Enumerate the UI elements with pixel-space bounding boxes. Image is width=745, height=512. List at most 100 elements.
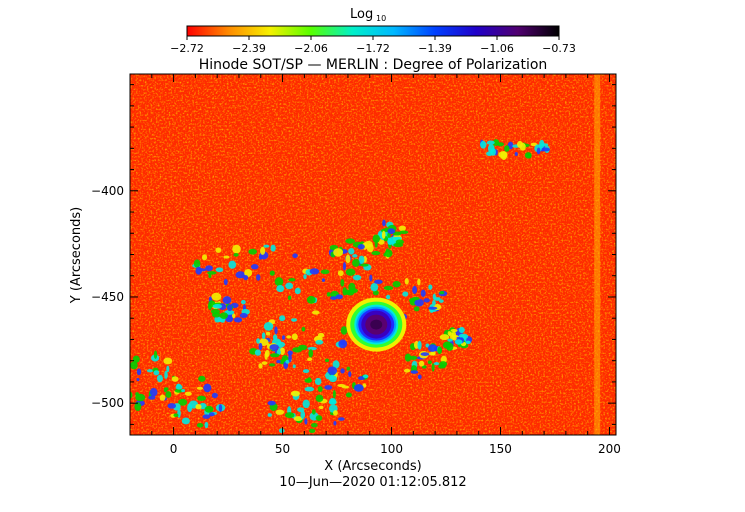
- polarization-patch: [204, 405, 214, 413]
- polarization-patch: [315, 415, 323, 421]
- polarization-patch: [372, 234, 381, 243]
- polarization-patch: [320, 269, 330, 275]
- polarization-patch: [269, 353, 280, 358]
- polarization-patch: [276, 360, 281, 364]
- polarization-patch: [409, 355, 418, 360]
- polarization-patch: [287, 295, 292, 301]
- polarization-patch: [333, 248, 344, 257]
- polarization-patch: [281, 335, 286, 340]
- x-tick-label: 200: [598, 442, 621, 456]
- polarization-patch: [285, 282, 294, 290]
- polarization-patch: [215, 267, 224, 273]
- polarization-patch: [291, 391, 300, 397]
- polarization-patch: [359, 263, 369, 267]
- polarization-patch: [421, 365, 427, 369]
- polarization-patch: [198, 375, 206, 382]
- polarization-patch: [292, 364, 296, 369]
- polarization-patch: [417, 374, 422, 380]
- polarization-patch: [439, 334, 450, 341]
- polarization-patch: [342, 287, 348, 296]
- polarization-patch: [300, 410, 306, 419]
- polarization-patch: [279, 347, 285, 356]
- polarization-patch: [285, 359, 290, 364]
- polarization-patch: [214, 316, 221, 323]
- polarization-patch: [193, 259, 201, 268]
- polarization-patch: [165, 391, 172, 398]
- polarization-patch: [256, 274, 261, 281]
- polarization-patch: [304, 378, 313, 383]
- polarization-patch: [371, 250, 381, 256]
- polarization-patch: [302, 399, 310, 409]
- polarization-patch: [385, 294, 391, 300]
- colorbar-ticks: −2.72 −2.39 −2.06 −1.72 −1.39 −1.06 −0.73: [170, 36, 576, 55]
- polarization-patch: [402, 291, 409, 297]
- y-tick-label: −500: [91, 396, 124, 410]
- polarization-patch: [181, 417, 190, 425]
- polarization-patch: [428, 306, 438, 310]
- polarization-patch: [414, 298, 424, 307]
- polarization-patch: [335, 294, 343, 300]
- polarization-patch: [437, 346, 443, 355]
- polarization-patch: [293, 416, 303, 422]
- polarization-patch: [420, 289, 426, 297]
- polarization-patch: [256, 338, 260, 344]
- polarization-patch: [276, 285, 285, 293]
- polarization-patch: [314, 377, 322, 386]
- colorbar-tick-label: −1.06: [480, 42, 514, 55]
- polarization-patch: [291, 318, 298, 322]
- polarization-patch: [340, 326, 348, 335]
- polarization-patch: [420, 352, 430, 356]
- polarization-patch: [398, 225, 406, 232]
- polarization-patch: [448, 332, 454, 337]
- y-axis: −400 −450 −500: [91, 84, 616, 425]
- polarization-patch: [404, 353, 412, 362]
- polarization-patch: [348, 282, 356, 292]
- polarization-patch: [261, 361, 268, 365]
- polarization-patch: [278, 428, 285, 434]
- polarization-patch: [514, 152, 518, 156]
- polarization-patch: [345, 254, 351, 264]
- polarization-patch: [258, 255, 263, 260]
- polarization-patch: [301, 326, 306, 332]
- polarization-patch: [394, 236, 402, 240]
- polarization-patch: [261, 332, 266, 340]
- polarization-patch: [275, 409, 285, 415]
- polarization-patch: [353, 384, 364, 392]
- polarization-patch: [303, 274, 307, 280]
- polarization-patch: [288, 277, 296, 282]
- polarization-patch: [381, 230, 386, 239]
- polarization-patch: [211, 292, 222, 301]
- polarization-patch: [228, 260, 237, 269]
- polarization-patch: [233, 317, 243, 323]
- polarization-patch: [418, 360, 425, 367]
- polarization-patch: [486, 140, 495, 145]
- polarization-patch: [208, 412, 215, 417]
- polarization-patch: [369, 274, 373, 282]
- timestamp-footer: 10—Jun—2020 01:12:05.812: [279, 475, 466, 490]
- polarization-patch: [134, 402, 142, 412]
- polarization-patch: [487, 144, 495, 153]
- polarization-patch: [413, 306, 420, 312]
- polarization-patch: [223, 255, 230, 259]
- polarization-patch: [332, 360, 340, 369]
- polarization-patch: [358, 255, 365, 264]
- polarization-patch: [417, 340, 422, 350]
- polarization-patch: [340, 368, 345, 374]
- polarization-patch: [458, 326, 465, 334]
- polarization-patch: [337, 417, 345, 421]
- polarization-patch: [404, 278, 409, 285]
- polarization-patch: [176, 383, 181, 387]
- polarization-patch: [427, 360, 432, 365]
- polarization-patch: [302, 369, 310, 374]
- colorbar-title-subscript: 10: [376, 14, 386, 23]
- polarization-patch: [274, 326, 278, 335]
- polarization-patch: [240, 299, 246, 305]
- polarization-patch: [500, 151, 508, 160]
- polarization-patch: [311, 422, 318, 428]
- polarization-patch: [434, 297, 441, 301]
- polarization-patch: [248, 248, 258, 255]
- polarization-patch: [211, 312, 221, 318]
- polarization-patch: [222, 296, 232, 305]
- polarization-patch: [439, 299, 444, 303]
- polarization-patch: [184, 391, 192, 396]
